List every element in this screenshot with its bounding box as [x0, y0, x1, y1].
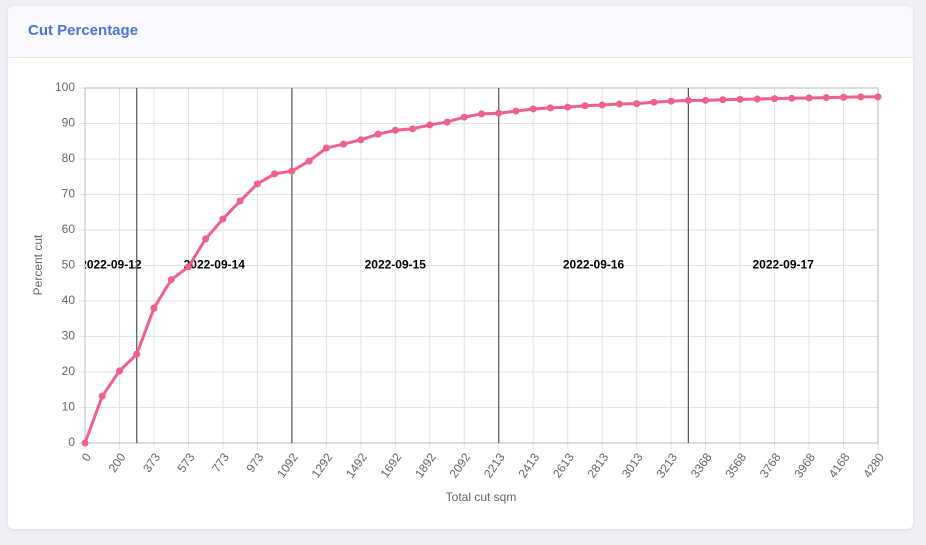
- data-point: [771, 95, 779, 103]
- x-tick-label: 1692: [378, 450, 405, 480]
- x-tick-label: 973: [243, 450, 266, 475]
- data-point: [788, 94, 796, 102]
- data-point: [805, 94, 813, 102]
- data-point: [305, 157, 313, 165]
- y-tick-label: 100: [55, 80, 75, 94]
- annotation-label: 2022-09-16: [563, 258, 625, 272]
- data-point: [650, 98, 658, 106]
- x-tick-label: 2413: [515, 450, 542, 480]
- x-tick-label: 2613: [550, 450, 577, 480]
- data-point: [443, 118, 451, 126]
- card-header: Cut Percentage: [8, 6, 913, 58]
- data-point: [546, 104, 554, 112]
- x-tick-label: 1092: [274, 450, 301, 480]
- data-point: [374, 130, 382, 138]
- x-tick-label: 3013: [619, 450, 646, 480]
- data-point: [219, 215, 227, 223]
- annotation-label: 2022-09-14: [184, 258, 246, 272]
- y-tick-label: 20: [62, 364, 76, 378]
- y-tick-label: 0: [68, 435, 75, 449]
- x-tick-label: 4280: [860, 450, 887, 480]
- data-point: [633, 100, 641, 108]
- data-point: [874, 93, 882, 101]
- data-point: [409, 125, 417, 133]
- annotations: 2022-09-12 2022-09-14 2022-09-15 2022-09-16…: [80, 88, 814, 443]
- data-point: [167, 276, 175, 284]
- card: Cut Percentage Total cut sqm Percent cut…: [8, 6, 913, 529]
- x-tick-label: 2092: [447, 450, 474, 480]
- data-point: [478, 110, 485, 118]
- data-point: [288, 167, 296, 175]
- y-tick-label: 10: [62, 400, 76, 414]
- x-tick-label: 1292: [309, 450, 336, 480]
- x-axis-label: Total cut sqm: [446, 490, 517, 504]
- data-point: [236, 197, 244, 205]
- x-tick-label: 1892: [412, 450, 439, 480]
- data-point: [340, 140, 348, 148]
- data-point: [564, 103, 572, 111]
- data-point: [529, 105, 537, 113]
- x-tick-label: 200: [106, 450, 129, 475]
- data-point: [684, 96, 692, 104]
- x-tick-label: 3568: [722, 450, 749, 480]
- data-point: [357, 136, 365, 144]
- data-point: [667, 97, 675, 105]
- data-point: [98, 392, 106, 400]
- data-point: [133, 350, 141, 358]
- y-tick-label: 40: [62, 293, 76, 307]
- x-tick-label: 2813: [584, 450, 611, 480]
- data-point: [150, 304, 158, 312]
- plot-border: [84, 87, 879, 444]
- y-tick-label: 90: [62, 116, 76, 130]
- card-title: Cut Percentage: [28, 22, 139, 39]
- data-point: [322, 144, 330, 152]
- data-point: [253, 180, 261, 188]
- data-point: [736, 95, 744, 103]
- data-point: [581, 102, 589, 110]
- x-tick-label: 0: [79, 450, 94, 464]
- y-axis-label: Percent cut: [31, 234, 45, 295]
- data-point: [426, 121, 434, 129]
- data-point: [495, 109, 503, 117]
- x-tick-label: 3768: [757, 450, 784, 480]
- x-tick-label: 1492: [343, 450, 370, 480]
- data-point: [857, 93, 865, 101]
- annotation-label: 2022-09-15: [365, 258, 427, 272]
- data-point: [81, 439, 89, 447]
- y-tick-label: 30: [62, 329, 76, 343]
- data-point: [202, 235, 210, 243]
- data-point: [391, 126, 399, 134]
- x-tick-label: 3213: [653, 450, 680, 480]
- x-tick-label: 3968: [791, 450, 818, 480]
- x-tick-label: 3368: [688, 450, 715, 480]
- x-tick-label: 573: [175, 450, 198, 475]
- data-point: [598, 101, 606, 109]
- data-point: [719, 96, 727, 104]
- data-point: [460, 113, 468, 121]
- data-point: [840, 93, 848, 101]
- x-tick-label: 373: [140, 450, 163, 475]
- x-tick-label: 4168: [826, 450, 853, 480]
- data-point: [512, 107, 520, 115]
- data-point: [702, 96, 710, 104]
- y-tick-label: 70: [62, 187, 76, 201]
- data-point: [753, 95, 761, 103]
- y-tick-label: 80: [62, 151, 76, 165]
- y-tick-label: 50: [62, 258, 76, 272]
- chart: Total cut sqm Percent cut 0 10 20 30 40 50 60 7…: [31, 80, 887, 504]
- data-point: [184, 263, 192, 271]
- annotation-label: 2022-09-12: [80, 258, 142, 272]
- x-tick-label: 2213: [481, 450, 508, 480]
- data-point: [615, 100, 623, 108]
- annotation-label: 2022-09-17: [752, 258, 814, 272]
- data-point: [115, 367, 123, 375]
- y-tick-label: 60: [62, 222, 76, 236]
- data-point: [822, 94, 830, 102]
- data-point: [271, 170, 279, 178]
- x-tick-label: 773: [209, 450, 232, 475]
